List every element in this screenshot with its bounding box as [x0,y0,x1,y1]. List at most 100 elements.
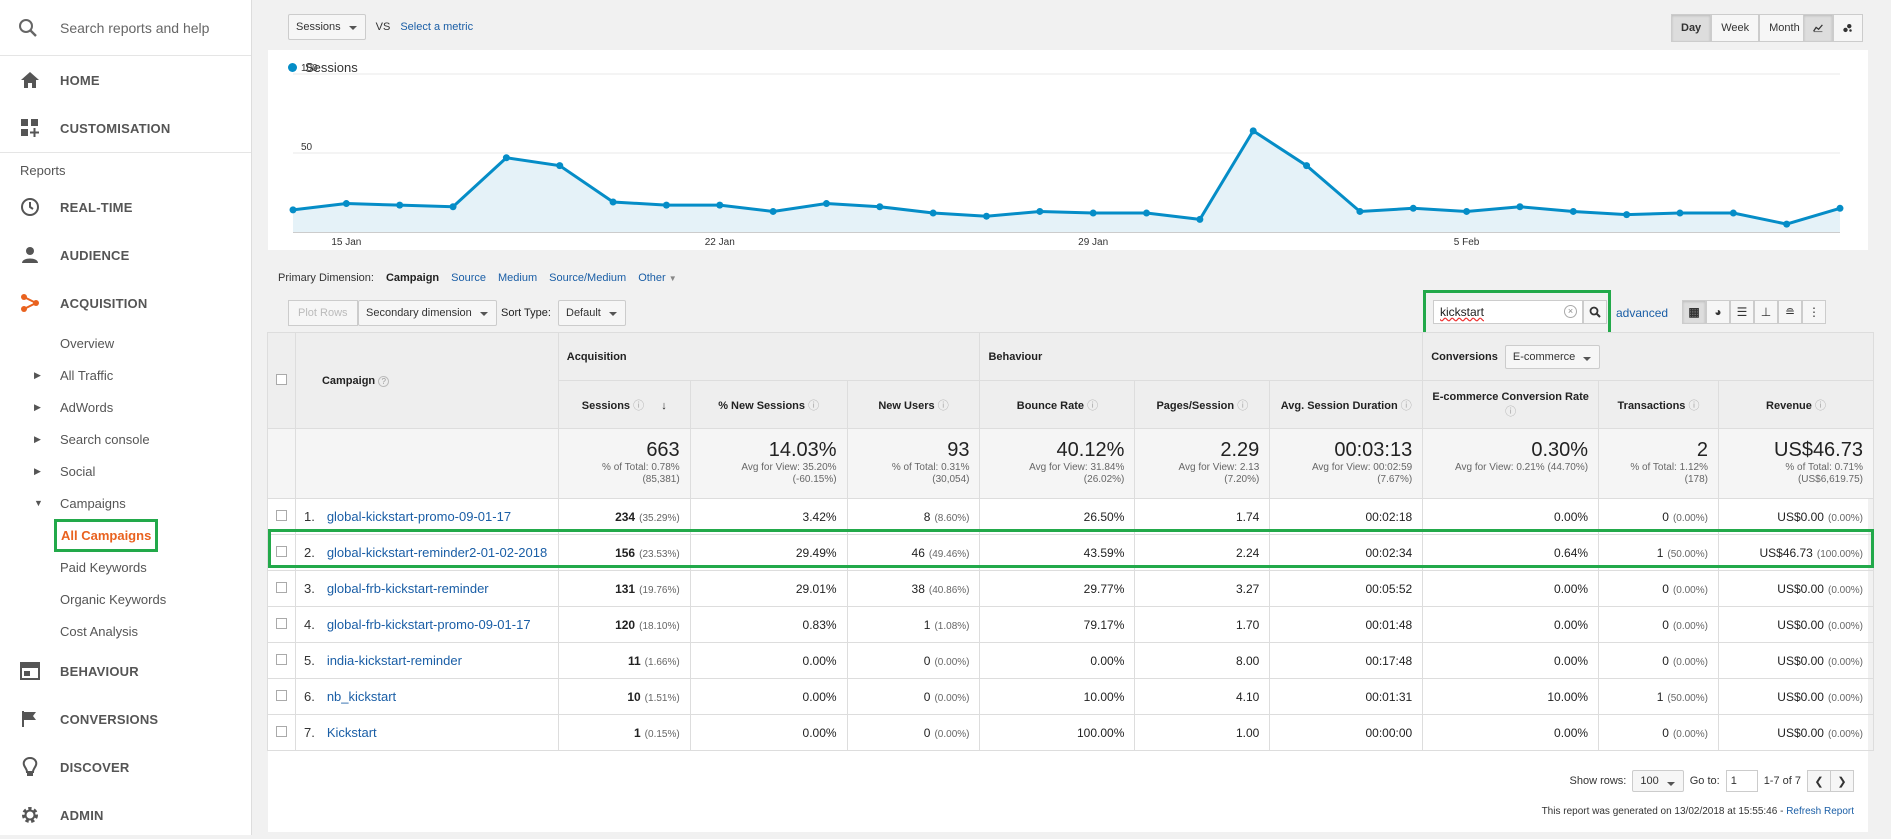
term-cloud-button[interactable]: ≘ [1778,300,1802,324]
row-checkbox[interactable] [275,545,287,557]
sidebar-sub-all-campaigns[interactable]: All Campaigns [0,518,251,552]
campaign-link[interactable]: global-frb-kickstart-reminder [326,581,489,596]
search-button[interactable] [1583,300,1607,324]
sidebar-item-discover[interactable]: DISCOVER [0,743,251,791]
col-sessions[interactable]: Sessions ⓘ ↓ [557,380,691,429]
col-avg-duration[interactable]: Avg. Session Duration ⓘ [1269,380,1424,429]
table-search-input[interactable]: kickstart × [1433,300,1583,324]
col-pages-session[interactable]: Pages/Session ⓘ [1134,380,1271,429]
sidebar-sub-all-traffic[interactable]: ▶ All Traffic [0,359,251,391]
prev-page-button[interactable]: ❮ [1807,770,1831,792]
data-point [342,200,350,208]
cell-value: 8 [923,509,931,524]
row-checkbox[interactable] [275,653,287,665]
checkbox-cell[interactable] [267,714,296,751]
dimension-other[interactable]: Other ▼ [638,272,677,284]
metric-select[interactable]: Sessions [288,14,366,40]
performance-view-button[interactable]: ☰ [1730,300,1754,324]
campaign-header[interactable]: Campaign ? [294,332,559,429]
sidebar-item-home[interactable]: HOME [0,56,251,104]
total-compare-detail: (30,054) [932,474,970,485]
sidebar-sub-organic-keywords[interactable]: Organic Keywords [0,583,251,615]
col-bounce-rate[interactable]: Bounce Rate ⓘ [979,380,1136,429]
cell-percent: (0.00%) [934,728,970,740]
checkbox-cell[interactable] [267,642,296,679]
row-checkbox[interactable] [275,509,287,521]
checkbox-cell[interactable] [267,570,296,607]
row-checkbox[interactable] [275,725,287,737]
table-view-button[interactable]: ▦ [1682,300,1706,324]
select-metric-link[interactable]: Select a metric [400,21,474,33]
rows-select[interactable]: 100 [1632,770,1684,792]
sidebar-sub-cost-analysis[interactable]: Cost Analysis [0,615,251,647]
sidebar-sub-campaigns[interactable]: ▼ Campaigns [0,487,251,519]
total-value: 00:03:13 [1334,439,1413,461]
sidebar-search[interactable]: Search reports and help [0,0,251,56]
col-new-sessions[interactable]: % New Sessions ⓘ [689,380,848,429]
sidebar-item-behaviour[interactable]: BEHAVIOUR [0,647,251,695]
secondary-dimension-select[interactable]: Secondary dimension [358,300,497,326]
comparison-view-button[interactable]: ⊥ [1754,300,1778,324]
sidebar-item-realtime[interactable]: REAL-TIME [0,183,251,231]
line-chart-button[interactable] [1803,14,1833,42]
dimension-medium[interactable]: Medium [498,272,538,284]
data-point [502,154,510,162]
cell-value: 0.00% [1554,509,1589,524]
campaign-link[interactable]: Kickstart [326,725,377,740]
data-point [1356,207,1364,215]
checkbox-cell[interactable] [267,678,296,715]
total-compare-detail: (US$6,619.75) [1797,474,1863,485]
data-cell: 1 (0.15%) [557,714,691,751]
sort-type-select[interactable]: Default [558,300,626,326]
checkbox-cell[interactable] [267,498,296,535]
plot-rows-button[interactable]: Plot Rows [288,300,358,326]
sidebar-item-label: ADMIN [60,807,104,823]
cell-value: 0.00% [802,653,837,668]
pivot-view-button[interactable]: ⋮ [1802,300,1826,324]
sidebar-item-conversions[interactable]: CONVERSIONS [0,695,251,743]
sidebar-item-acquisition[interactable]: ACQUISITION [0,279,251,327]
campaign-link[interactable]: nb_kickstart [326,689,397,704]
sidebar-sub-social[interactable]: ▶ Social [0,455,251,487]
checkbox-cell[interactable] [267,606,296,643]
motion-chart-button[interactable] [1833,14,1863,42]
row-checkbox[interactable] [275,689,287,701]
cell-value: 1 [633,725,641,740]
sidebar-item-customisation[interactable]: CUSTOMISATION [0,104,251,152]
next-page-button[interactable]: ❯ [1830,770,1854,792]
campaign-link[interactable]: global-kickstart-promo-09-01-17 [326,509,512,524]
sidebar-item-admin[interactable]: ADMIN [0,791,251,839]
col-new-users[interactable]: New Users ⓘ [846,380,981,429]
clear-icon[interactable]: × [1564,305,1577,318]
select-all-checkbox[interactable] [275,373,287,385]
campaign-link[interactable]: global-kickstart-reminder2-01-02-2018 [326,544,548,560]
conversions-select[interactable]: E-commerce [1504,344,1601,369]
row-checkbox[interactable] [275,617,287,629]
sidebar-sub-paid-keywords[interactable]: Paid Keywords [0,551,251,583]
dimension-campaign[interactable]: Campaign [385,272,440,284]
advanced-link[interactable]: advanced [1616,306,1669,320]
checkbox-cell[interactable] [267,534,296,571]
week-button[interactable]: Week [1711,14,1760,42]
sidebar-sub-adwords[interactable]: ▶ AdWords [0,391,251,423]
dimension-source-medium[interactable]: Source/Medium [549,272,627,284]
campaign-link[interactable]: india-kickstart-reminder [326,653,462,668]
refresh-report-link[interactable]: Refresh Report [1786,806,1854,817]
col-revenue[interactable]: Revenue ⓘ [1717,380,1875,429]
sidebar-sub-overview[interactable]: Overview [0,327,251,359]
total-compare-detail: (7.20%) [1224,474,1260,485]
sub-label: Cost Analysis [60,623,139,639]
pie-view-button[interactable]: ◕ [1706,300,1730,324]
cell-value: 1 [1656,689,1664,704]
day-button[interactable]: Day [1671,14,1712,42]
row-checkbox[interactable] [275,581,287,593]
page-input[interactable]: 1 [1725,770,1758,792]
col-transactions[interactable]: Transactions ⓘ [1598,380,1719,429]
sidebar-item-audience[interactable]: AUDIENCE [0,231,251,279]
dimension-source[interactable]: Source [451,272,487,284]
sidebar-sub-search-console[interactable]: ▶ Search console [0,423,251,455]
select-all-cell[interactable] [267,332,296,429]
col-conversion-rate[interactable]: E-commerce Conversion Rate ⓘ [1422,380,1600,429]
campaign-link[interactable]: global-frb-kickstart-promo-09-01-17 [326,616,531,632]
cell-value: 29.77% [1083,581,1125,596]
